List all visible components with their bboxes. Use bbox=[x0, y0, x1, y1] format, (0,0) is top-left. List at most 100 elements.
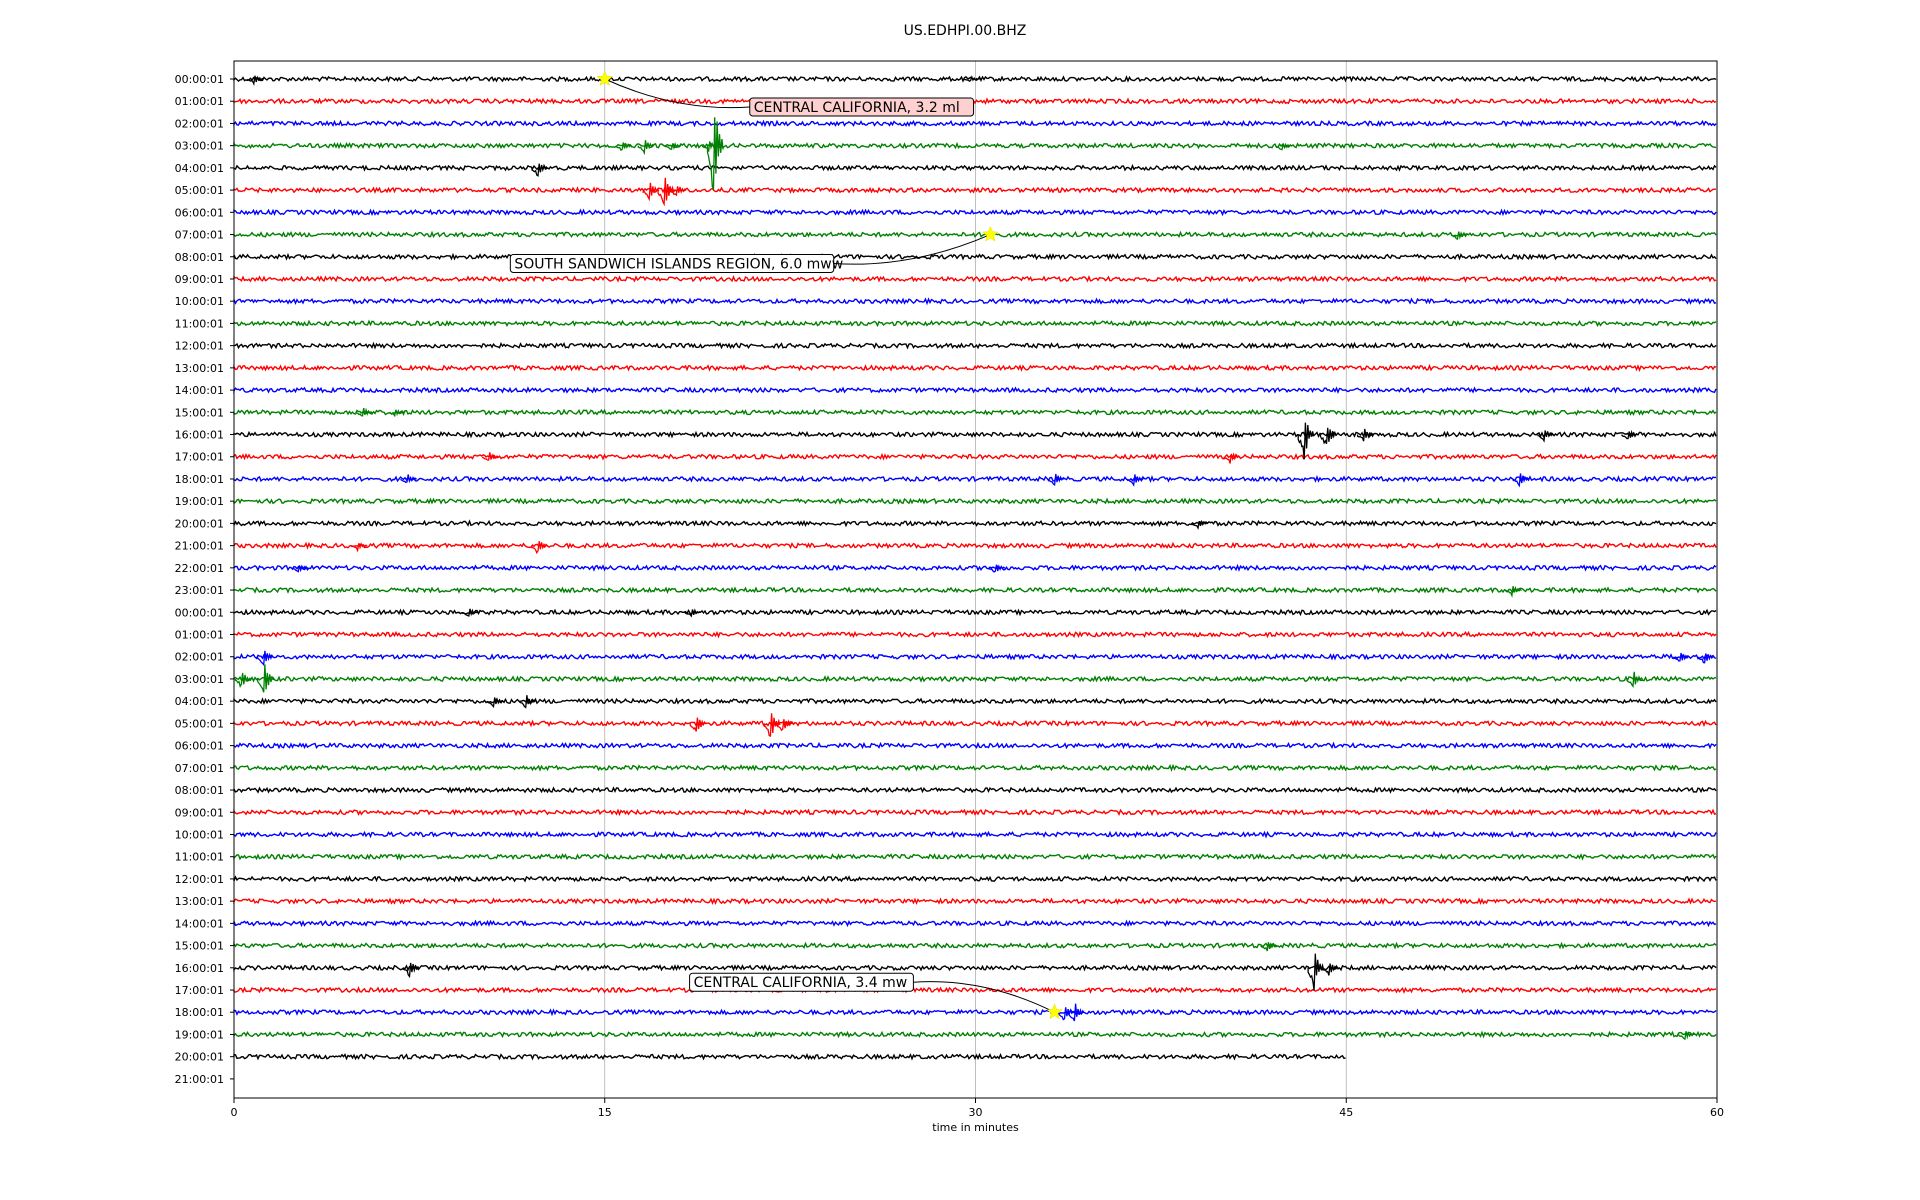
x-tick-label: 60 bbox=[1710, 1106, 1724, 1119]
trace-line bbox=[233, 919, 1717, 928]
trace-line bbox=[233, 630, 1717, 639]
trace-line bbox=[233, 897, 1717, 906]
annotation-connector bbox=[833, 234, 991, 265]
row-time-label: 18:00:01 bbox=[175, 1006, 224, 1019]
event-waveform bbox=[1512, 473, 1530, 488]
row-time-label: 02:00:01 bbox=[175, 117, 224, 130]
event-waveform bbox=[519, 695, 536, 709]
row-time-label: 00:00:01 bbox=[175, 73, 224, 86]
event-waveform bbox=[462, 608, 479, 617]
x-tick-label: 30 bbox=[969, 1106, 983, 1119]
row-time-label: 19:00:01 bbox=[175, 1028, 224, 1041]
event-waveform bbox=[531, 163, 549, 177]
x-tick-label: 15 bbox=[598, 1106, 612, 1119]
annotation-connector bbox=[913, 981, 1055, 1013]
trace-line bbox=[233, 719, 1717, 728]
trace-line bbox=[233, 386, 1717, 394]
event-star-icon bbox=[1046, 1003, 1063, 1020]
event-waveform bbox=[689, 717, 707, 732]
event-waveform bbox=[531, 541, 549, 555]
row-time-label: 09:00:01 bbox=[175, 806, 224, 819]
trace-line bbox=[233, 408, 1717, 417]
annotation-box bbox=[689, 972, 914, 992]
event-waveform bbox=[642, 182, 660, 202]
chart-title: US.EDHPI.00.BHZ bbox=[904, 23, 1027, 39]
event-waveform bbox=[963, 75, 981, 82]
trace-line bbox=[233, 563, 1717, 572]
row-time-label: 11:00:01 bbox=[175, 317, 224, 330]
event-waveform bbox=[234, 672, 252, 689]
trace-line bbox=[233, 186, 1717, 195]
annotation-box bbox=[509, 254, 835, 274]
trace-line bbox=[233, 452, 1717, 461]
trace-line bbox=[233, 430, 1717, 439]
annotation-label: CENTRAL CALIFORNIA, 3.4 mw bbox=[694, 975, 908, 991]
row-time-labels: 00:00:01 01:00:01 02:00:01 03:00:01 04:00:01… bbox=[175, 73, 234, 1086]
row-time-label: 17:00:01 bbox=[175, 984, 224, 997]
row-time-label: 08:00:01 bbox=[175, 251, 224, 264]
trace-line bbox=[233, 363, 1717, 372]
trace-line bbox=[233, 675, 1717, 683]
event-waveform bbox=[615, 142, 633, 151]
trace-line bbox=[233, 252, 1717, 261]
row-time-label: 11:00:01 bbox=[175, 851, 224, 864]
event-waveform bbox=[1356, 428, 1374, 442]
trace-line bbox=[233, 852, 1717, 861]
event-waveform bbox=[350, 542, 368, 553]
row-time-label: 01:00:01 bbox=[175, 95, 224, 108]
event-waveform bbox=[388, 409, 405, 418]
seismogram-traces bbox=[233, 75, 1717, 1061]
trace-line bbox=[233, 985, 1717, 994]
row-time-label: 06:00:01 bbox=[175, 740, 224, 753]
trace-line bbox=[233, 697, 1717, 705]
trace-line bbox=[233, 141, 1717, 150]
annotation-connector bbox=[604, 78, 750, 109]
x-axis-label: time in minutes bbox=[932, 1121, 1019, 1134]
event-waveform bbox=[684, 608, 702, 618]
trace-line bbox=[233, 541, 1717, 550]
row-time-label: 21:00:01 bbox=[175, 1073, 224, 1086]
trace-line bbox=[233, 1008, 1717, 1017]
row-time-label: 12:00:01 bbox=[175, 873, 224, 886]
row-time-label: 16:00:01 bbox=[175, 429, 224, 442]
row-time-label: 10:00:01 bbox=[175, 295, 224, 308]
event-waveform bbox=[1297, 422, 1315, 460]
event-waveform bbox=[1673, 652, 1690, 662]
event-waveform bbox=[400, 474, 418, 484]
plot-frame bbox=[233, 60, 1718, 1099]
trace-line bbox=[233, 163, 1717, 172]
trace-line bbox=[233, 652, 1717, 661]
event-waveform bbox=[1307, 953, 1325, 991]
row-time-label: 19:00:01 bbox=[175, 495, 224, 508]
event-waveform bbox=[486, 697, 504, 709]
trace-line bbox=[233, 964, 1717, 972]
trace-line bbox=[233, 297, 1717, 306]
row-time-label: 20:00:01 bbox=[175, 517, 224, 530]
row-time-label: 13:00:01 bbox=[175, 895, 224, 908]
event-waveform bbox=[291, 564, 309, 573]
event-waveform bbox=[355, 407, 373, 417]
trace-line bbox=[233, 97, 1717, 106]
annotation-label: SOUTH SANDWICH ISLANDS REGION, 6.0 mww bbox=[514, 257, 843, 273]
event-waveform bbox=[247, 75, 264, 86]
x-tick-label: 45 bbox=[1339, 1106, 1353, 1119]
event-waveform bbox=[1191, 519, 1208, 530]
event-waveform bbox=[669, 186, 687, 197]
trace-line bbox=[233, 475, 1717, 483]
event-waveform bbox=[637, 140, 655, 156]
event-waveform bbox=[257, 650, 274, 667]
row-time-label: 04:00:01 bbox=[175, 162, 224, 175]
row-time-label: 23:00:01 bbox=[175, 584, 224, 597]
row-time-label: 16:00:01 bbox=[175, 962, 224, 975]
row-time-label: 13:00:01 bbox=[175, 362, 224, 375]
row-time-label: 05:00:01 bbox=[175, 717, 224, 730]
event-waveform bbox=[988, 564, 1006, 573]
event-waveform bbox=[1057, 1007, 1075, 1021]
event-waveform bbox=[257, 664, 274, 693]
trace-line bbox=[233, 319, 1717, 328]
trace-line bbox=[233, 1030, 1717, 1039]
event-waveform bbox=[776, 719, 793, 732]
event-waveform bbox=[1127, 474, 1144, 487]
trace-line bbox=[233, 808, 1717, 817]
trace-line bbox=[233, 230, 1717, 239]
